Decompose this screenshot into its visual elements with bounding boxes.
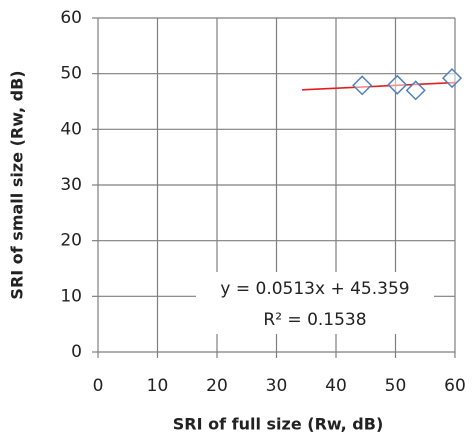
marker [441,68,463,89]
x-tick-label: 30 [266,376,288,396]
annotation-box [196,272,434,334]
y-tick-label: 30 [60,175,82,195]
x-tick-label: 0 [93,376,104,396]
annotation: R² = 0.1538 [263,310,366,330]
x-tick-label: 50 [385,376,407,396]
x-tick-label: 60 [444,376,466,396]
trendline [302,81,456,91]
x-axis-title: SRI of full size (Rw, dB) [173,415,384,434]
y-tick-label: 50 [60,64,82,84]
y-tick-label: 40 [60,119,82,139]
y-tick-label: 0 [71,342,82,362]
x-tick-label: 10 [147,376,169,396]
x-tick-label: 20 [206,376,228,396]
marker [387,74,408,95]
y-tick-label: 20 [60,231,82,251]
marker [352,75,373,96]
annotation: y = 0.0513x + 45.359 [220,279,409,299]
y-tick-label: 60 [60,8,82,28]
y-axis-title: SRI of small size (Rw, dB) [8,70,27,299]
marker [405,80,426,101]
y-tick-label: 10 [60,286,82,306]
x-tick-label: 40 [325,376,347,396]
